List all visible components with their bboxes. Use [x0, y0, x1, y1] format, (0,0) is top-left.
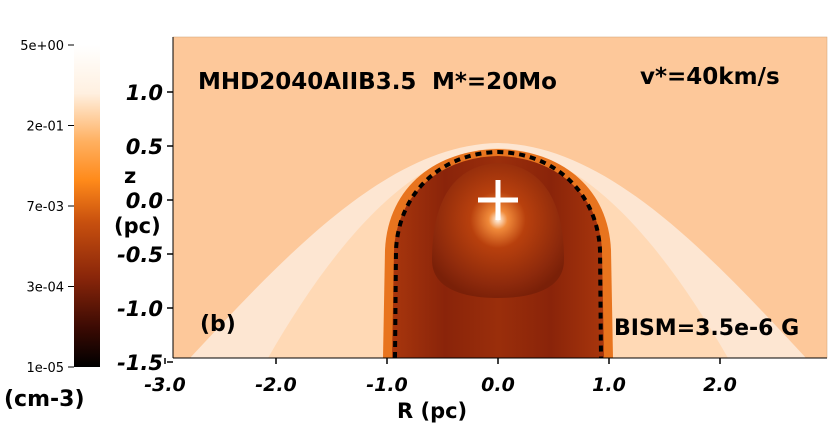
y-axis-label-pc: (pc): [114, 214, 161, 238]
colorbar-ticks: 5e+00 2e-01 7e-03 3e-04 1e-05: [20, 39, 74, 376]
y-tick-label: -1.0: [117, 297, 163, 321]
x-tick-label: 1.0: [592, 374, 626, 396]
colorbar: 5e+00 2e-01 7e-03 3e-04 1e-05 (cm-3): [4, 39, 100, 412]
y-tick-label: -0.5: [117, 243, 163, 267]
colorbar-unit: (cm-3): [4, 387, 85, 412]
field-label: BISM=3.5e-6 G: [614, 316, 799, 341]
y-tick-label: -1.5: [117, 351, 163, 375]
y-tick-label: 1.0: [126, 81, 163, 105]
colorbar-tick-label: 5e+00: [20, 39, 64, 54]
plot-area: MHD2040AIIB3.5 M*=20Mo v*=40km/s (b) BIS…: [172, 36, 828, 359]
mass-label: M*=20Mo: [432, 69, 557, 95]
y-axis: 1.0 0.5 0.0 -0.5 -1.0 -1.5: [117, 37, 174, 375]
x-axis: -3.0 -2.0 -1.0 0.0 1.0 2.0: [144, 357, 827, 396]
colorbar-tick-label: 1e-05: [26, 361, 64, 376]
contact-discontinuity: [393, 149, 603, 358]
y-tick-label: 0.0: [126, 189, 163, 213]
panel-label: (b): [200, 312, 236, 337]
y-axis-label-z: z: [124, 164, 136, 188]
x-tick-label: -2.0: [255, 374, 297, 396]
x-tick-label: 0.0: [481, 374, 515, 396]
x-tick-label: -3.0: [144, 374, 186, 396]
y-tick-label: 0.5: [126, 135, 163, 159]
colorbar-tick-label: 7e-03: [26, 200, 64, 215]
x-tick-label: 2.0: [703, 374, 737, 396]
x-tick-label: -1.0: [366, 374, 408, 396]
x-axis-label: R (pc): [397, 399, 467, 423]
colorbar-gradient: [74, 45, 100, 367]
hot-bubble: [432, 163, 564, 298]
star-position-marker: [478, 180, 518, 220]
run-label: MHD2040AIIB3.5: [198, 69, 416, 95]
colorbar-tick-label: 2e-01: [26, 120, 64, 135]
colorbar-tick-label: 3e-04: [26, 281, 64, 296]
velocity-label: v*=40km/s: [640, 64, 780, 90]
